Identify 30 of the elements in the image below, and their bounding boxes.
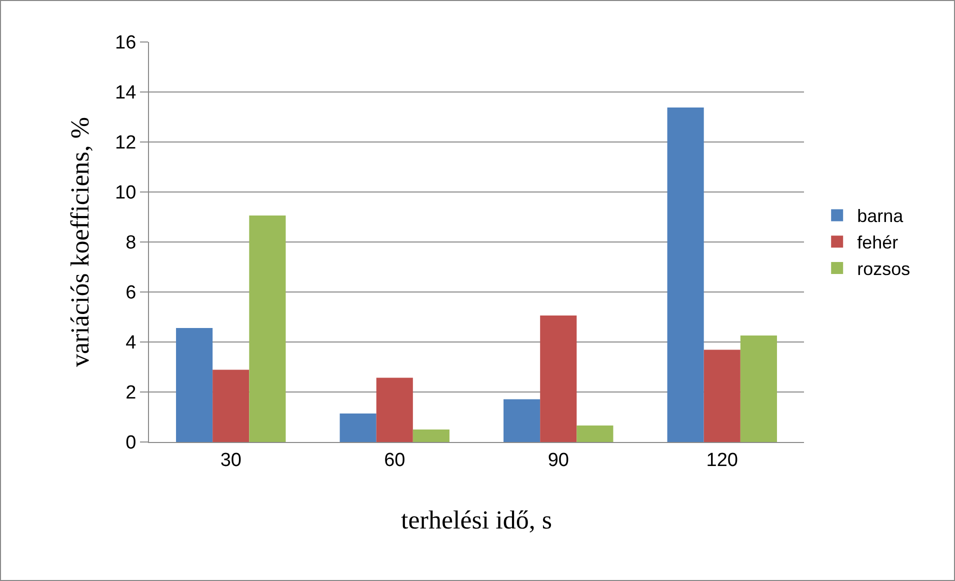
bar <box>740 336 777 442</box>
y-tick-label: 8 <box>126 232 136 254</box>
y-axis-title: variációs koefficiens, % <box>65 116 94 368</box>
x-tick-label: 90 <box>548 450 569 471</box>
bar <box>340 414 376 442</box>
y-tick-label: 16 <box>115 32 136 54</box>
x-tick-label: 30 <box>220 450 242 471</box>
bar <box>704 350 740 442</box>
y-tick-label: 6 <box>126 282 136 304</box>
legend-label: rozsos <box>857 259 910 280</box>
legend-label: barna <box>857 206 904 226</box>
bar <box>212 370 250 442</box>
bar <box>576 426 614 442</box>
bar <box>667 108 704 442</box>
y-tick-label: 12 <box>115 132 136 154</box>
bar <box>504 399 540 442</box>
y-tick-label: 14 <box>115 82 137 104</box>
y-tick-label: 10 <box>115 182 136 204</box>
bar <box>540 316 577 442</box>
x-tick-label: 60 <box>384 450 406 471</box>
x-axis-title: terhelési idő, s <box>401 506 552 534</box>
bar <box>176 328 213 442</box>
y-tick-label: 2 <box>126 382 136 404</box>
legend-label: fehér <box>857 232 898 253</box>
bar <box>249 216 286 442</box>
y-tick-label: 4 <box>126 332 137 354</box>
bar <box>376 378 413 442</box>
bar <box>412 430 450 442</box>
x-tick-label: 120 <box>706 450 738 471</box>
y-tick-label: 0 <box>126 432 136 454</box>
